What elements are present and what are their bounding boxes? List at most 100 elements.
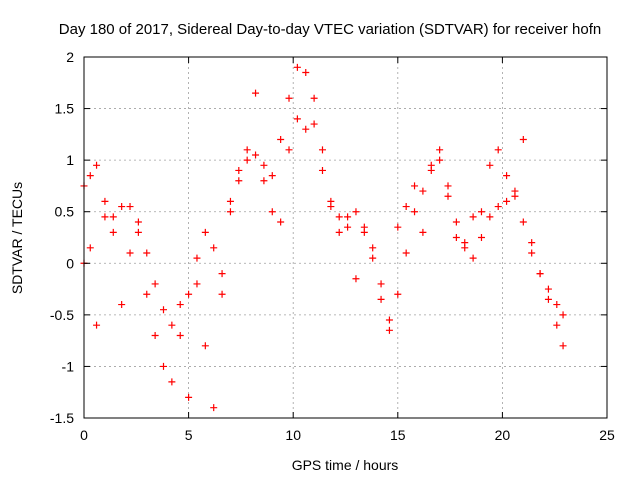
data-point: [118, 203, 126, 211]
data-point: [318, 166, 326, 174]
data-point: [193, 280, 201, 288]
data-point: [377, 280, 385, 288]
y-tick-label: 2: [66, 49, 74, 65]
data-point: [118, 301, 126, 309]
data-point: [176, 301, 184, 309]
data-point: [260, 177, 268, 185]
data-point: [528, 249, 536, 257]
chart-title: Day 180 of 2017, Sidereal Day-to-day VTE…: [59, 21, 601, 38]
data-point: [310, 120, 318, 128]
y-tick-label: 1.5: [55, 101, 75, 117]
data-point: [210, 404, 218, 412]
y-tick-label: 1: [66, 152, 74, 168]
data-point: [411, 208, 419, 216]
data-point: [394, 290, 402, 298]
data-point: [285, 146, 293, 154]
data-point: [235, 166, 243, 174]
data-point: [369, 244, 377, 252]
data-point: [293, 115, 301, 123]
data-point: [544, 295, 552, 303]
y-axis-label: SDTVAR / TECUs: [9, 182, 25, 294]
data-point: [436, 146, 444, 154]
data-point: [210, 244, 218, 252]
x-tick-label: 25: [599, 427, 615, 443]
data-point: [394, 223, 402, 231]
series-track-B: [80, 89, 567, 412]
data-point: [436, 156, 444, 164]
y-tick-label: -1: [62, 358, 75, 374]
data-point: [503, 197, 511, 205]
data-point: [427, 161, 435, 169]
data-point: [519, 218, 527, 226]
data-point: [168, 378, 176, 386]
data-point: [519, 136, 527, 144]
data-point: [260, 161, 268, 169]
data-point: [310, 94, 318, 102]
data-point: [377, 295, 385, 303]
data-point: [176, 331, 184, 339]
data-point: [477, 234, 485, 241]
x-tick-label: 10: [285, 427, 301, 443]
data-point: [402, 203, 410, 211]
data-point: [559, 311, 567, 319]
x-tick-label: 0: [80, 427, 88, 443]
data-point: [277, 136, 285, 144]
data-point: [335, 228, 343, 236]
data-point: [503, 172, 511, 180]
data-point: [318, 146, 326, 154]
data-point: [536, 270, 544, 278]
y-tick-label: -0.5: [50, 307, 74, 323]
data-point: [511, 192, 519, 200]
data-point: [469, 254, 477, 262]
data-point: [252, 151, 260, 159]
data-point: [185, 290, 193, 298]
data-point: [444, 182, 452, 190]
data-point: [385, 316, 393, 324]
data-point: [201, 342, 209, 350]
data-point: [344, 213, 352, 221]
x-axis-label: GPS time / hours: [292, 457, 399, 473]
y-tick-label: -1.5: [50, 410, 74, 426]
x-tick-label: 20: [495, 427, 511, 443]
plot-frame: [83, 56, 608, 419]
data-point: [143, 290, 151, 298]
data-point: [86, 244, 94, 252]
y-tick-label: 0.5: [55, 204, 75, 220]
data-point: [134, 218, 142, 226]
data-point: [302, 68, 310, 76]
data-point: [369, 254, 377, 262]
data-point: [293, 63, 301, 71]
data-point: [159, 306, 167, 314]
data-point: [268, 172, 276, 180]
data-point: [151, 331, 159, 339]
data-point: [109, 213, 117, 221]
x-tick-label: 5: [185, 427, 193, 443]
data-point: [235, 177, 243, 185]
data-point: [452, 218, 460, 226]
data-point: [126, 249, 134, 257]
data-point: [268, 208, 276, 216]
data-point: [553, 321, 561, 329]
data-point: [185, 393, 193, 401]
data-point: [444, 192, 452, 200]
data-point: [243, 156, 251, 164]
data-point: [193, 254, 201, 262]
series-track-A: [80, 63, 567, 339]
data-point: [419, 228, 427, 236]
data-point: [226, 208, 234, 216]
data-point: [101, 213, 109, 221]
data-point: [277, 218, 285, 226]
x-tick-label: 15: [390, 427, 406, 443]
data-point: [226, 197, 234, 205]
data-point: [134, 228, 142, 236]
data-point: [151, 280, 159, 288]
data-point: [109, 228, 117, 236]
data-point: [385, 326, 393, 334]
data-point: [461, 239, 469, 247]
data-point: [327, 197, 335, 205]
data-point: [285, 94, 293, 102]
data-point: [93, 161, 101, 169]
data-point: [93, 321, 101, 329]
data-point: [344, 223, 352, 231]
data-point: [452, 234, 460, 241]
